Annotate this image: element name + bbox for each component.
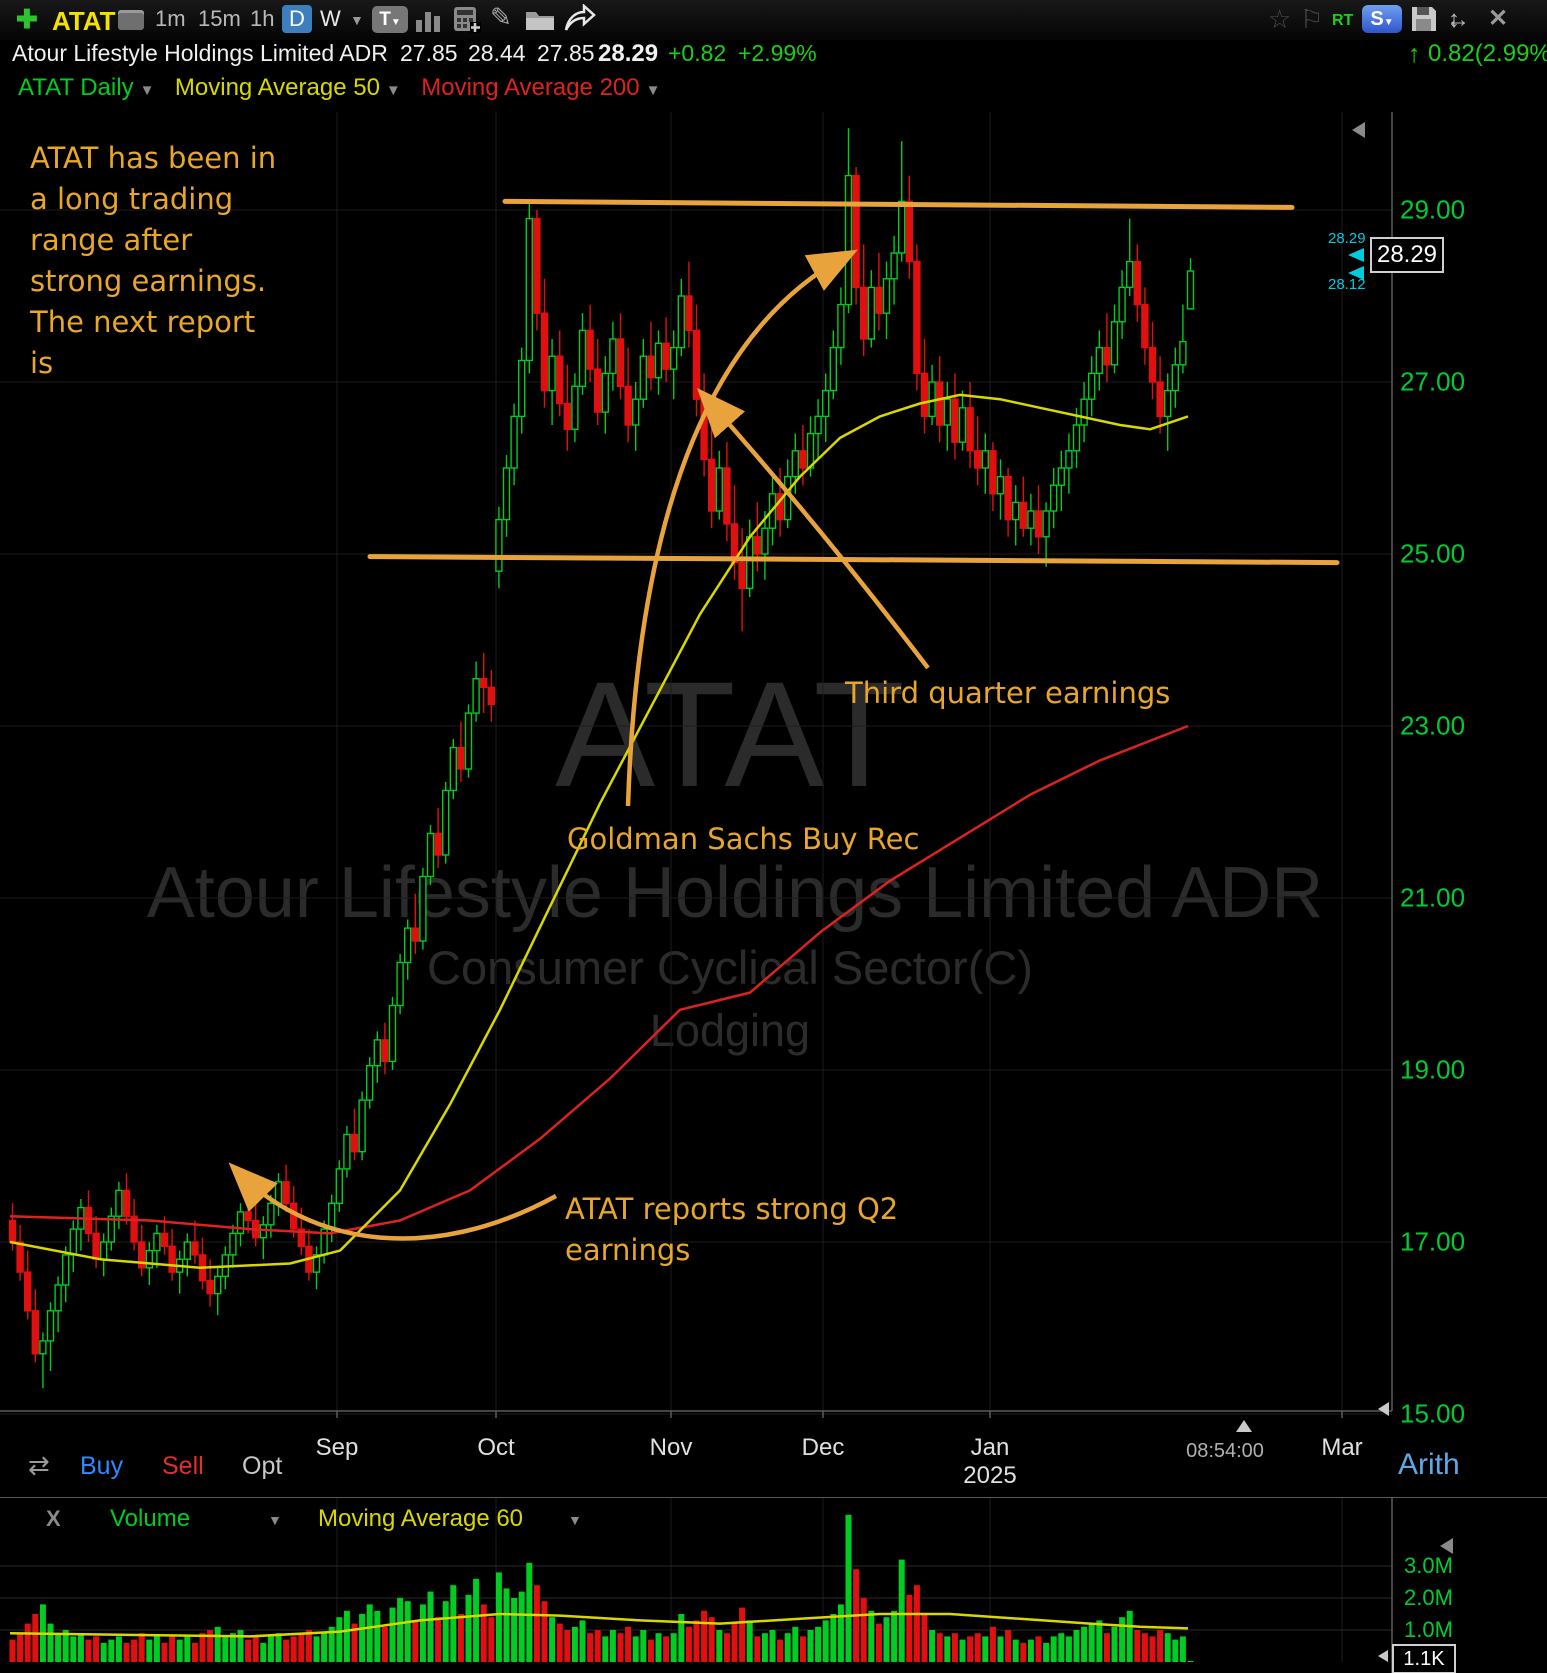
close-icon[interactable]: ✕ <box>1488 5 1509 32</box>
q2-earnings-arrow <box>228 1162 558 1241</box>
ma50-dropdown-icon[interactable]: ▼ <box>385 82 401 99</box>
month-axis-label: Sep <box>315 1434 359 1461</box>
timeframe-1m[interactable]: 1m <box>155 6 186 31</box>
instrument-icon[interactable] <box>118 10 144 30</box>
goldman-arrow <box>625 249 858 807</box>
volume-bars-icon[interactable] <box>416 6 442 32</box>
watermark-ticker: ATAT <box>555 650 905 818</box>
volume-pane-label[interactable]: Volume <box>110 1505 191 1532</box>
ma50-selector[interactable]: Moving Average 50 <box>174 74 380 101</box>
annotation-note-line: range after <box>30 223 193 257</box>
options-button[interactable]: Opt <box>242 1452 283 1480</box>
timeframe-15m[interactable]: 15m <box>198 6 241 31</box>
flag-icon[interactable]: ⚐ <box>1300 4 1324 34</box>
quote-row: Atour Lifestyle Holdings Limited ADR 27.… <box>0 40 1547 68</box>
pencil-icon[interactable]: ✎ <box>490 2 512 32</box>
price-axis-label: 25.00 <box>1400 538 1466 569</box>
quote-open: 27.85 <box>400 40 458 66</box>
volume-ma-dropdown-icon[interactable]: ▼ <box>568 1512 582 1528</box>
timeframe-daily-active[interactable]: D <box>282 5 312 33</box>
month-axis-label: Jan <box>970 1434 1010 1461</box>
pane-divider[interactable] <box>0 1497 1547 1498</box>
month-axis-label: Nov <box>649 1434 693 1461</box>
price-axis-label: 17.00 <box>1400 1226 1466 1257</box>
chart-style-button[interactable]: T▼ <box>372 6 408 33</box>
annotation-note-line: a long trading <box>30 182 234 216</box>
annotation-goldman[interactable]: Goldman Sachs Buy Rec <box>567 822 920 856</box>
third-quarter-arrow <box>697 387 930 670</box>
favorite-star-icon[interactable]: ☆ <box>1268 4 1292 34</box>
buy-button[interactable]: Buy <box>80 1452 124 1480</box>
timeframe-1h[interactable]: 1h <box>250 6 275 31</box>
volume-marker-icon <box>1378 1650 1388 1662</box>
annotation-q2-line2[interactable]: earnings <box>565 1233 691 1267</box>
annotation-note[interactable]: ATAT has been in a long trading range afte… <box>30 138 276 384</box>
volume-axis-label: 1.0M <box>1404 1617 1453 1642</box>
main-toolbar: ✚ ATAT 1m 15m 1h D W ▼ T▼ ✎ ☆ ⚐ RT S▼ ↔ ↕… <box>0 0 1547 40</box>
bid-marker-icon <box>1348 266 1364 280</box>
price-axis-label: 21.00 <box>1400 882 1466 913</box>
watermark-name: Atour Lifestyle Holdings Limited ADR <box>146 853 1324 933</box>
ask-price-label: 28.29 <box>1328 230 1366 247</box>
volume-scroll-left-icon[interactable] <box>1440 1538 1453 1554</box>
quote-low: 27.85 <box>537 40 595 66</box>
annotation-note-line: is <box>30 346 54 380</box>
company-name: Atour Lifestyle Holdings Limited ADR <box>12 40 388 66</box>
price-axis-label: 27.00 <box>1400 366 1466 397</box>
ask-marker-icon <box>1348 248 1364 262</box>
price-axis-label: 29.00 <box>1400 194 1466 225</box>
annotation-note-line: strong earnings. <box>30 264 267 298</box>
last-volume-tag: 1.1K <box>1392 1644 1456 1673</box>
price-axis-label: 23.00 <box>1400 710 1466 741</box>
quote-change: +0.82 <box>668 40 727 66</box>
volume-pane-close[interactable]: X <box>46 1506 61 1531</box>
time-axis-label: 08:54:00 <box>1186 1440 1264 1462</box>
year-axis-label: 2025 <box>963 1462 1017 1489</box>
scale-type-label[interactable]: Arith <box>1398 1448 1460 1481</box>
series-dropdown-icon[interactable]: ▼ <box>139 82 155 99</box>
scroll-left-icon[interactable] <box>1352 122 1365 138</box>
last-bar-marker-icon <box>1236 1420 1252 1432</box>
series-selector[interactable]: ATAT Daily <box>18 74 134 101</box>
change-up-arrow-icon: ↑ <box>1408 40 1421 68</box>
ma200-selector[interactable]: Moving Average 200 <box>421 74 640 101</box>
annotation-note-line: ATAT has been in <box>30 141 277 175</box>
swap-icon[interactable]: ⇄ <box>28 1450 50 1480</box>
timeframe-weekly[interactable]: W <box>320 6 341 31</box>
quote-last: 28.29 <box>598 40 659 67</box>
last-price-tag: 28.29 <box>1370 237 1444 273</box>
chart-header: ATAT Daily ▼ Moving Average 50 ▼ Moving Av… <box>18 74 660 102</box>
add-symbol-icon[interactable]: ✚ <box>16 4 38 34</box>
ticker-symbol[interactable]: ATAT <box>52 6 116 36</box>
month-axis-label: Mar <box>1321 1434 1363 1461</box>
sell-button[interactable]: Sell <box>162 1452 204 1480</box>
volume-dropdown-icon[interactable]: ▼ <box>268 1512 282 1528</box>
ma200-dropdown-icon[interactable]: ▼ <box>645 82 661 99</box>
price-axis-label: 19.00 <box>1400 1054 1466 1085</box>
quote-change-pct: +2.99% <box>738 40 817 66</box>
quote-high: 28.44 <box>468 40 526 66</box>
snapshot-button[interactable]: S▼ <box>1362 5 1402 33</box>
change-summary: 0.82(2.99%) <box>1428 40 1547 67</box>
month-axis-label: Dec <box>801 1434 845 1461</box>
month-axis-label: Oct <box>477 1434 515 1461</box>
price-axis-label: 15.00 <box>1400 1398 1466 1429</box>
annotation-q2-line1[interactable]: ATAT reports strong Q2 <box>565 1192 899 1226</box>
timeframe-dropdown-icon[interactable]: ▼ <box>350 12 364 28</box>
realtime-badge: RT <box>1332 12 1354 29</box>
volume-axis-label: 2.0M <box>1404 1585 1453 1610</box>
volume-ma-label[interactable]: Moving Average 60 <box>318 1505 524 1532</box>
bid-price-label: 28.12 <box>1328 276 1366 293</box>
annotation-note-line: The next report <box>30 305 256 339</box>
annotation-third-quarter[interactable]: Third quarter earnings <box>845 676 1171 710</box>
volume-axis-label: 3.0M <box>1404 1553 1453 1578</box>
axis-left-marker-icon[interactable] <box>1378 1402 1389 1416</box>
